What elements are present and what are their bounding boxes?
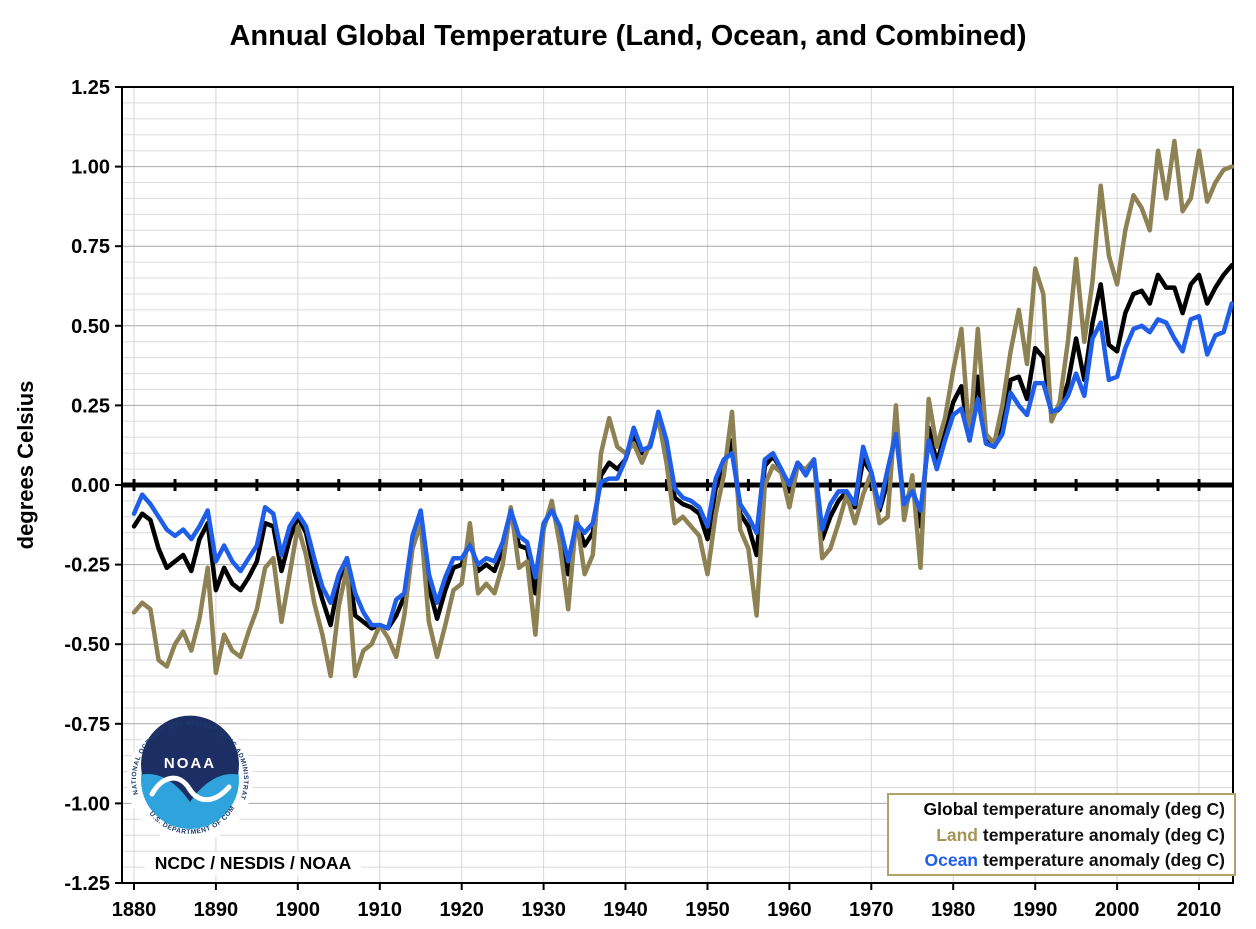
- ocean-series-line: [131, 301, 1235, 631]
- y-tick-label: -1.25: [64, 873, 110, 895]
- y-tick-label: 0.75: [71, 236, 110, 258]
- legend-entry-ocean: Ocean temperature anomaly (deg C): [889, 848, 1226, 872]
- legend: Global temperature anomaly (deg C) Land …: [887, 793, 1236, 876]
- x-tick-label: 1920: [439, 899, 484, 921]
- legend-entry-global: Global temperature anomaly (deg C): [889, 797, 1225, 821]
- global-series-line: [131, 263, 1235, 631]
- y-tick-label: 0.50: [71, 316, 110, 338]
- legend-label-land: temperature anomaly (deg C): [978, 824, 1225, 845]
- y-axis-tick-labels: 1.25 1.00 0.75 0.50 0.25 0.00 -0.25 -0.50 -0.75 -…: [64, 77, 110, 895]
- credit-line: NCDC / NESDIS / NOAA: [145, 852, 361, 875]
- y-tick-label: -0.50: [64, 634, 110, 656]
- data-series-lines: [131, 138, 1235, 679]
- seagull-icon: [149, 775, 232, 803]
- noaa-logo: NOAA NATIONAL OCEANIC AND ATMOSPHERIC AD…: [118, 706, 253, 843]
- x-tick-label: 1930: [521, 899, 566, 921]
- x-tick-label: 1980: [931, 899, 976, 921]
- x-axis-tick-labels: 1880 1890 1900 1910 1920 1930 1940 1950 1960 1970…: [112, 899, 1222, 921]
- minor-gridlines: [122, 102, 1233, 868]
- x-tick-label: 1960: [767, 899, 812, 921]
- x-tick-label: 1940: [603, 899, 648, 921]
- legend-key-ocean: Ocean: [924, 850, 979, 871]
- legend-label-global: temperature anomaly (deg C): [978, 798, 1225, 819]
- land-series-line: [131, 138, 1235, 679]
- chart-title: Annual Global Temperature (Land, Ocean, …: [229, 20, 1027, 52]
- y-tick-label: 1.25: [71, 77, 110, 99]
- y-tick-label: -0.25: [64, 555, 110, 577]
- legend-entry-land: Land temperature anomaly (deg C): [889, 823, 1225, 847]
- logo-noaa-wordmark: NOAA: [164, 755, 216, 772]
- x-tick-label: 2000: [1095, 899, 1140, 921]
- zero-axis-line: [122, 479, 1233, 491]
- y-tick-label: 1.00: [71, 157, 110, 179]
- y-tick-label: -0.75: [64, 714, 110, 736]
- x-tick-label: 1950: [685, 899, 730, 921]
- legend-key-land: Land: [936, 824, 978, 845]
- x-tick-label: 1900: [276, 899, 321, 921]
- logo-navy-shape: [141, 715, 239, 802]
- x-tick-label: 1880: [112, 899, 157, 921]
- x-tick-label: 2010: [1177, 899, 1222, 921]
- y-tick-label: 0.00: [71, 475, 110, 497]
- y-tick-label: 0.25: [71, 395, 110, 417]
- x-tick-label: 1990: [1013, 899, 1058, 921]
- y-tick-label: -1.00: [64, 793, 110, 815]
- x-tick-label: 1910: [358, 899, 403, 921]
- x-tick-label: 1890: [194, 899, 239, 921]
- x-tick-label: 1970: [849, 899, 894, 921]
- legend-label-ocean: temperature anomaly (deg C): [978, 850, 1225, 871]
- legend-key-global: Global: [923, 798, 978, 819]
